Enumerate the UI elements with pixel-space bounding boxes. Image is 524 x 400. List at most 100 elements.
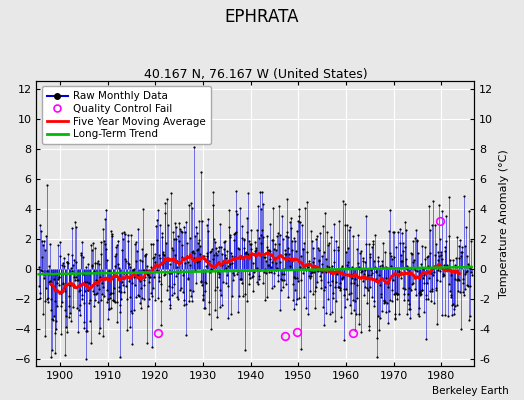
Point bbox=[39, 275, 48, 281]
Point bbox=[235, 293, 243, 300]
Point bbox=[310, 288, 319, 294]
Point bbox=[179, 223, 188, 230]
Point bbox=[64, 303, 73, 310]
Point bbox=[194, 240, 202, 246]
Point bbox=[315, 258, 323, 264]
Point bbox=[436, 248, 445, 255]
Point bbox=[361, 259, 369, 265]
Point bbox=[341, 304, 349, 310]
Point bbox=[282, 229, 291, 235]
Point bbox=[102, 286, 111, 293]
Point bbox=[238, 292, 247, 299]
Point bbox=[318, 269, 326, 276]
Point bbox=[218, 251, 226, 257]
Point bbox=[243, 298, 252, 304]
Point bbox=[169, 247, 177, 254]
Point bbox=[136, 278, 145, 284]
Point bbox=[37, 268, 46, 274]
Point bbox=[255, 235, 263, 241]
Point bbox=[387, 252, 395, 259]
Point bbox=[370, 264, 379, 270]
Point bbox=[332, 238, 340, 245]
Point bbox=[192, 259, 201, 265]
Point bbox=[442, 266, 451, 272]
Point bbox=[305, 275, 314, 281]
Point bbox=[165, 296, 173, 303]
Point bbox=[117, 296, 125, 303]
Point bbox=[62, 328, 71, 335]
Point bbox=[330, 221, 338, 228]
Point bbox=[297, 253, 305, 259]
Point bbox=[44, 299, 52, 305]
Point bbox=[287, 225, 296, 232]
Point bbox=[440, 262, 449, 268]
Point bbox=[437, 252, 445, 258]
Point bbox=[299, 246, 308, 252]
Point bbox=[278, 277, 287, 283]
Point bbox=[405, 285, 413, 291]
Point bbox=[337, 275, 346, 282]
Point bbox=[314, 247, 323, 253]
Point bbox=[312, 267, 321, 273]
Point bbox=[320, 287, 329, 294]
Point bbox=[232, 229, 240, 235]
Point bbox=[352, 310, 361, 317]
Point bbox=[375, 327, 384, 334]
Point bbox=[144, 303, 152, 309]
Point bbox=[375, 271, 383, 278]
Point bbox=[424, 203, 433, 210]
Point bbox=[222, 255, 231, 262]
Point bbox=[396, 240, 405, 246]
Point bbox=[118, 247, 127, 254]
Point bbox=[433, 256, 442, 263]
Point bbox=[82, 328, 90, 334]
Point bbox=[359, 270, 368, 277]
Point bbox=[280, 247, 289, 253]
Point bbox=[95, 286, 103, 292]
Point bbox=[160, 271, 169, 278]
Point bbox=[184, 259, 192, 266]
Point bbox=[435, 253, 443, 259]
Point bbox=[89, 291, 97, 297]
Point bbox=[327, 270, 335, 276]
Point bbox=[252, 247, 260, 254]
Point bbox=[109, 297, 117, 303]
Point bbox=[409, 238, 418, 244]
Point bbox=[408, 251, 416, 257]
Point bbox=[111, 253, 119, 260]
Point bbox=[219, 258, 227, 264]
Point bbox=[465, 263, 473, 269]
Point bbox=[263, 293, 271, 300]
Point bbox=[441, 244, 449, 250]
Point bbox=[283, 245, 292, 251]
Point bbox=[286, 256, 294, 263]
Point bbox=[358, 274, 366, 280]
Point bbox=[151, 251, 159, 257]
Point bbox=[50, 313, 58, 319]
Point bbox=[158, 233, 166, 240]
Point bbox=[318, 253, 326, 259]
Point bbox=[274, 229, 282, 236]
Point bbox=[462, 268, 471, 274]
Point bbox=[191, 257, 200, 263]
Point bbox=[265, 262, 273, 268]
Point bbox=[435, 236, 444, 243]
Point bbox=[297, 277, 305, 284]
Point bbox=[135, 257, 144, 264]
Point bbox=[117, 289, 125, 295]
Point bbox=[269, 205, 277, 212]
Point bbox=[323, 242, 332, 248]
Point bbox=[323, 228, 331, 235]
Point bbox=[234, 245, 243, 251]
Point bbox=[369, 241, 377, 247]
Point bbox=[140, 296, 148, 302]
Point bbox=[130, 274, 138, 280]
Point bbox=[345, 291, 353, 297]
Point bbox=[193, 246, 201, 253]
Point bbox=[348, 275, 356, 281]
Point bbox=[194, 258, 203, 264]
Point bbox=[59, 281, 68, 288]
Point bbox=[251, 248, 259, 255]
Point bbox=[306, 288, 314, 294]
Point bbox=[417, 261, 425, 267]
